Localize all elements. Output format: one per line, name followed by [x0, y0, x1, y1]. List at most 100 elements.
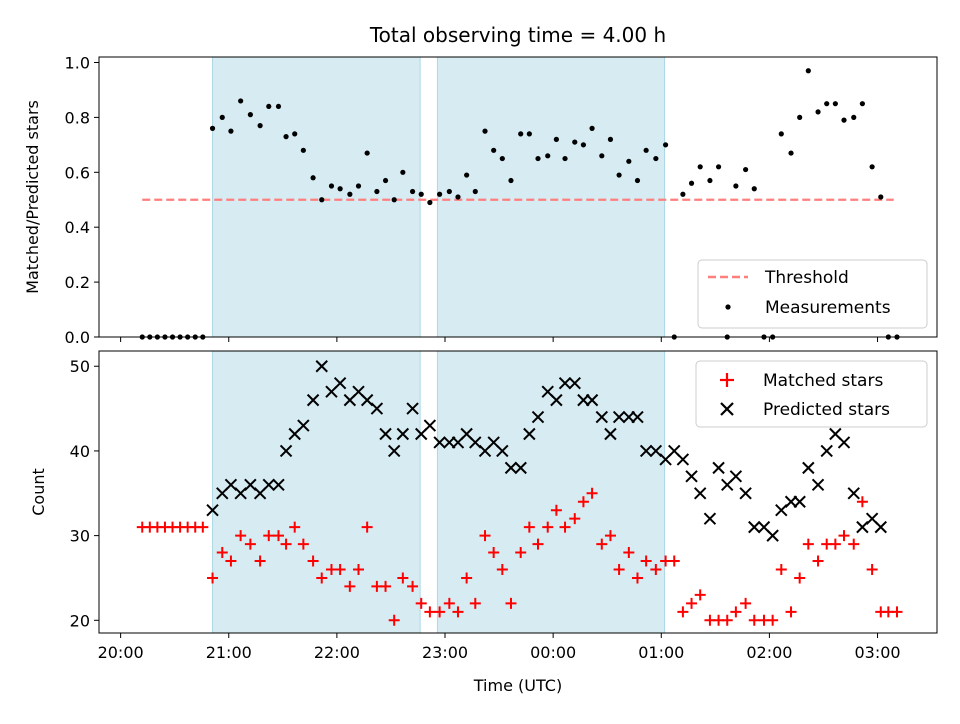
matched-star-point	[668, 555, 680, 567]
matched-star-point	[577, 496, 589, 508]
measurement-point	[247, 112, 253, 118]
top-y-axis-label: Matched/Predicted stars	[23, 100, 42, 294]
measurement-point	[409, 188, 416, 195]
matched-star-point	[775, 563, 787, 575]
matched-star-point	[730, 606, 742, 618]
y-tick-label: 0.8	[65, 108, 90, 127]
measurement-point	[464, 172, 470, 178]
matched-star-point	[280, 538, 292, 550]
matched-star-point	[802, 538, 814, 550]
matched-star-point	[397, 572, 409, 584]
bottom-x-ticks: 20:00 21:00 22:00 23:00 00:00 01:00 02:00 03:00	[98, 633, 901, 662]
count-panel: 20 30 40 50 20:00 21:00 22:00 23:00 00:00 01:00 0…	[29, 350, 938, 695]
predicted-star-point	[612, 410, 626, 424]
legend-matched-label: Matched stars	[763, 371, 883, 391]
matched-star-point	[225, 555, 237, 567]
measurement-point	[616, 172, 622, 178]
measurement-point	[824, 101, 830, 107]
matched-star-point	[650, 563, 662, 575]
measurement-point	[319, 197, 325, 203]
y-tick-label: 0.6	[65, 163, 90, 182]
measurement-point	[275, 103, 282, 110]
matched-star-point	[415, 597, 427, 609]
predicted-star-point	[514, 461, 527, 475]
predicted-star-point	[272, 478, 285, 492]
predicted-star-point	[703, 512, 717, 525]
matched-star-point	[380, 580, 392, 592]
matched-star-point	[838, 530, 850, 542]
measurement-point	[328, 183, 335, 189]
x-tick-label: 23:00	[422, 643, 468, 662]
measurement-point	[228, 128, 234, 134]
predicted-star-point	[595, 410, 609, 424]
legend-measurements-label: Measurements	[765, 298, 891, 318]
predicted-star-point	[406, 402, 419, 415]
matched-star-point	[216, 547, 228, 559]
matched-star-point	[207, 572, 219, 584]
bottom-y-ticks: 20 30 40 50	[70, 357, 99, 630]
top-shaded-intervals	[212, 56, 666, 338]
measurement-point	[715, 164, 722, 170]
matched-star-point	[856, 496, 868, 508]
predicted-star-point	[639, 444, 653, 458]
matched-star-point	[254, 555, 266, 567]
predicted-star-point	[396, 427, 410, 441]
measurement-point	[209, 125, 216, 131]
measurement-point	[851, 114, 857, 120]
predicted-star-point	[766, 529, 779, 542]
matched-star-point	[334, 563, 346, 575]
matched-star-point	[263, 530, 275, 542]
top-legend-box	[697, 259, 928, 329]
measurement-point	[733, 183, 739, 189]
matched-star-point	[523, 521, 535, 533]
predicted-star-point	[370, 402, 384, 415]
matched-star-point	[496, 563, 508, 575]
predicted-star-point	[550, 393, 563, 407]
chart-title: Total observing time = 4.00 h	[369, 23, 666, 47]
matched-star-point	[443, 597, 455, 609]
measurement-point	[283, 134, 289, 140]
matched-star-point	[785, 606, 797, 618]
matched-star-point	[461, 572, 473, 584]
y-tick-label: 0.4	[65, 218, 90, 237]
measurement-point	[257, 123, 263, 129]
matched-star-point	[550, 504, 562, 516]
ratio-panel: 0.0 0.2 0.4 0.6 0.8 1.0 Matched/Predicted sta…	[23, 53, 938, 347]
predicted-star-point	[729, 470, 743, 483]
measurement-point	[743, 166, 749, 173]
predicted-star-point	[306, 393, 320, 407]
top-x-ticks	[120, 337, 879, 342]
legend-measurements-swatch	[725, 304, 731, 310]
matched-star-point	[686, 597, 698, 609]
legend-threshold-label: Threshold	[764, 268, 849, 288]
matched-star-point	[604, 530, 616, 542]
predicted-star-point	[847, 487, 860, 500]
shaded-interval-0	[212, 350, 421, 634]
measurement-point	[491, 147, 497, 153]
predicted-star-point	[523, 427, 536, 441]
matched-star-point	[829, 538, 841, 550]
predicted-star-point	[333, 376, 347, 390]
measurement-point	[788, 150, 794, 156]
matched-star-point	[197, 521, 209, 533]
bottom-shaded-intervals	[212, 350, 666, 634]
matched-star-point	[866, 563, 878, 575]
measurement-point	[599, 153, 605, 159]
measurement-point	[427, 199, 433, 206]
matched-stars-points	[136, 487, 903, 626]
predicted-star-point	[279, 444, 293, 458]
measurement-point	[778, 131, 784, 137]
measurement-point	[562, 155, 568, 162]
measurement-point	[869, 164, 875, 170]
measurement-point	[499, 155, 505, 162]
predicted-star-point	[874, 520, 887, 534]
measurement-point	[841, 117, 847, 123]
matched-star-point	[559, 521, 571, 533]
bottom-legend-box	[695, 360, 928, 428]
predicted-star-point	[693, 487, 707, 500]
matched-star-point	[307, 555, 319, 567]
matched-star-point	[694, 589, 706, 601]
measurement-point	[572, 139, 578, 145]
predicted-star-point	[568, 376, 581, 390]
matched-star-point	[596, 538, 608, 550]
